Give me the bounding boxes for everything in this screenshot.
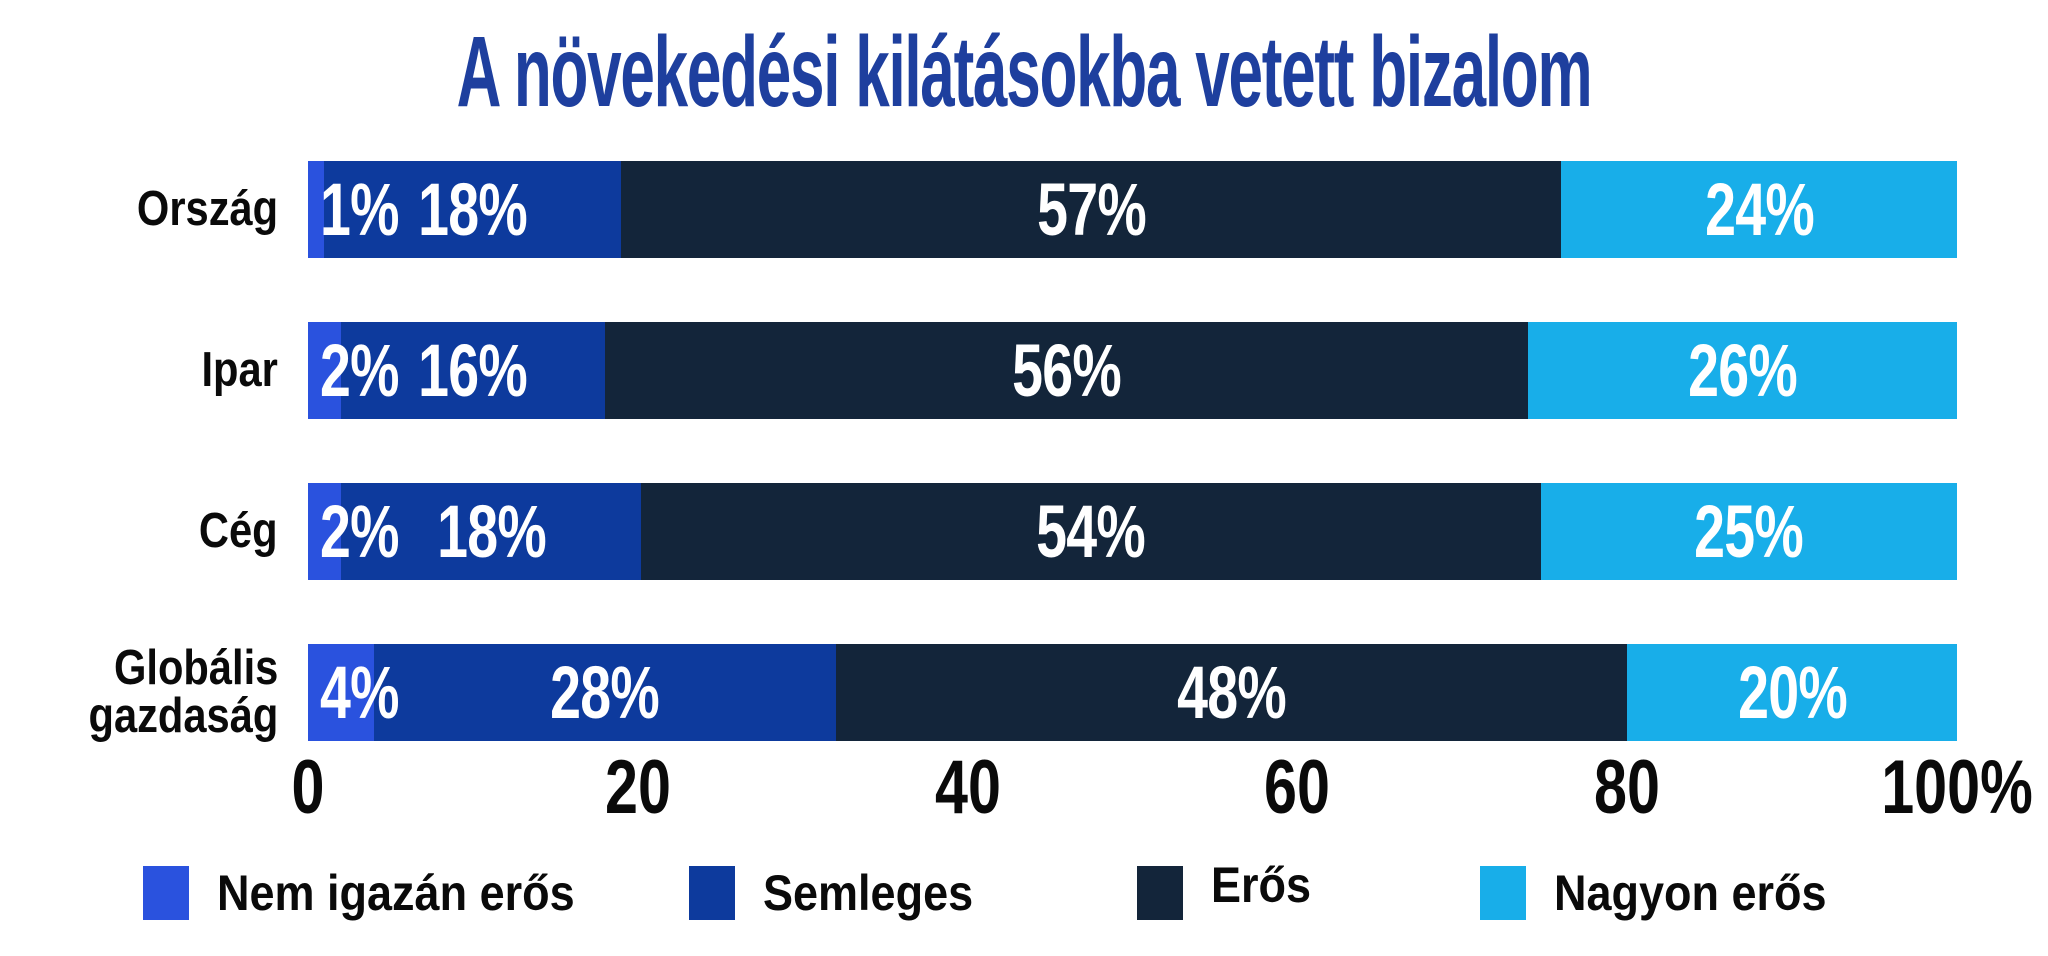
segment-value-label: 24% bbox=[1704, 167, 1815, 251]
segment-value-label: 28% bbox=[550, 650, 660, 734]
bar-row: Ország 1% 18% 57% 24% bbox=[0, 161, 2048, 258]
bar-row: Ipar 2% 16% 56% 26% bbox=[0, 322, 2048, 419]
legend-item: Erős bbox=[1137, 860, 1322, 920]
category-label: Ország bbox=[136, 181, 278, 236]
category-label: Globális gazdaság bbox=[88, 641, 279, 743]
bar-segment bbox=[308, 644, 374, 741]
axis-tick: 80 bbox=[1594, 745, 1661, 830]
bar-segment bbox=[308, 161, 325, 258]
legend-label: Nagyon erős bbox=[1554, 865, 1827, 921]
segment-value-label: 25% bbox=[1694, 489, 1804, 573]
legend-label: Nem igazán erős bbox=[217, 865, 575, 921]
legend-swatch bbox=[1137, 866, 1183, 920]
segment-value-label: 26% bbox=[1688, 328, 1798, 412]
segment-value-label: 48% bbox=[1177, 650, 1287, 734]
category-label: Cég bbox=[199, 503, 278, 558]
segment-value-label: 54% bbox=[1036, 489, 1146, 573]
legend-label: Semleges bbox=[763, 865, 974, 921]
legend-swatch bbox=[689, 866, 735, 920]
bar-segment: 18% bbox=[341, 483, 642, 580]
segment-value-label: 20% bbox=[1737, 650, 1848, 734]
bar-segment: 20% bbox=[1627, 644, 1957, 741]
bar-segment: 25% bbox=[1540, 483, 1957, 580]
segment-value-label: 16% bbox=[418, 328, 528, 412]
segment-value-label: 18% bbox=[436, 489, 547, 573]
stacked-bar: 4% 28% 48% 20% bbox=[308, 644, 1957, 741]
bar-segment: 16% bbox=[340, 322, 605, 419]
stacked-bar: 1% 18% 57% 24% bbox=[308, 161, 1957, 258]
segment-value-label: 1% bbox=[320, 167, 399, 251]
stacked-bar-chart: Ország 1% 18% 57% 24% Ipar 2% 16% 56% 26% Cég 2% 18%… bbox=[0, 161, 2048, 805]
legend-item: Nem igazán erős bbox=[143, 866, 614, 920]
bar-segment bbox=[308, 483, 342, 580]
bar-segment: 18% bbox=[324, 161, 622, 258]
segment-value-label: 2% bbox=[320, 328, 399, 412]
category-label: Ipar bbox=[201, 342, 278, 397]
bar-row: Cég 2% 18% 54% 25% bbox=[0, 483, 2048, 580]
segment-value-label: 57% bbox=[1036, 167, 1147, 251]
segment-value-label: 56% bbox=[1012, 328, 1122, 412]
stacked-bar: 2% 18% 54% 25% bbox=[308, 483, 1957, 580]
axis-tick: 40 bbox=[934, 745, 1001, 830]
legend-item: Nagyon erős bbox=[1480, 866, 1857, 920]
stacked-bar: 2% 16% 56% 26% bbox=[308, 322, 1957, 419]
legend-label: Erős bbox=[1211, 857, 1312, 913]
legend-swatch bbox=[1480, 866, 1526, 920]
bar-segment: 48% bbox=[835, 644, 1628, 741]
bar-segment: 26% bbox=[1528, 322, 1957, 419]
chart-legend: Nem igazán erős Semleges Erős Nagyon erős bbox=[0, 860, 2048, 926]
bar-segment: 57% bbox=[621, 161, 1562, 258]
segment-value-label: 2% bbox=[320, 489, 399, 573]
axis-tick: 20 bbox=[604, 745, 671, 830]
legend-item: Semleges bbox=[689, 866, 996, 920]
legend-swatch bbox=[143, 866, 189, 920]
axis-tick: 0 bbox=[291, 745, 325, 830]
bar-segment: 24% bbox=[1561, 161, 1957, 258]
chart-title: A növekedési kilátásokba vetett bizalom bbox=[456, 16, 1593, 128]
bar-segment: 56% bbox=[604, 322, 1529, 419]
bar-segment: 28% bbox=[373, 644, 836, 741]
axis-tick: 60 bbox=[1264, 745, 1331, 830]
bar-segment: 54% bbox=[641, 483, 1541, 580]
segment-value-label: 18% bbox=[418, 167, 528, 251]
segment-value-label: 4% bbox=[320, 650, 399, 734]
bar-row: Globális gazdaság 4% 28% 48% 20% bbox=[0, 644, 2048, 741]
axis-tick: 100% bbox=[1881, 745, 2033, 830]
bar-segment bbox=[308, 322, 341, 419]
x-axis: 0 20 40 60 80 100% bbox=[292, 745, 2033, 840]
